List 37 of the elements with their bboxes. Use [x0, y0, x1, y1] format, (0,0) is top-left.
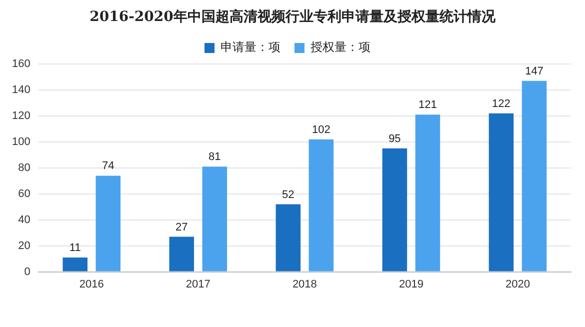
data-label: 102 [312, 124, 330, 136]
data-label: 121 [418, 99, 437, 112]
chart-title: 2016-2020年中国超高清视频行业专利申请量及授权量统计情况 [88, 8, 496, 27]
legend-label: 申请量：项 [220, 40, 280, 54]
bar [415, 114, 440, 272]
y-tick-label: 20 [18, 240, 30, 252]
bar [308, 139, 334, 272]
x-tick-label: 2018 [292, 278, 317, 290]
y-tick-label: 60 [18, 188, 30, 200]
y-tick-label: 140 [12, 84, 30, 96]
y-tick-label: 120 [12, 110, 30, 122]
y-tick-label: 160 [12, 58, 30, 70]
bar [522, 80, 547, 272]
bar [488, 113, 514, 272]
bar [62, 258, 88, 272]
x-tick-label: 2016 [79, 278, 104, 290]
y-tick-label: 80 [18, 162, 30, 174]
data-label: 74 [102, 160, 114, 172]
legend-label: 授权量：项 [310, 40, 370, 54]
data-label: 11 [69, 242, 81, 254]
data-label: 122 [492, 98, 510, 110]
bar [96, 176, 121, 272]
x-tick-label: 2017 [186, 278, 210, 290]
data-label: 52 [282, 188, 294, 201]
bar [202, 166, 228, 272]
data-label: 147 [525, 65, 544, 78]
x-tick-label: 2019 [398, 278, 424, 290]
bar [169, 236, 194, 272]
data-label: 81 [208, 151, 221, 164]
data-label: 95 [388, 132, 401, 145]
bar [276, 204, 301, 272]
y-tick-label: 40 [18, 214, 30, 226]
data-label: 27 [176, 221, 188, 234]
x-tick-label: 2020 [505, 278, 530, 290]
y-tick-label: 100 [12, 136, 30, 148]
y-tick-label: 0 [24, 266, 30, 278]
bar [382, 148, 408, 272]
